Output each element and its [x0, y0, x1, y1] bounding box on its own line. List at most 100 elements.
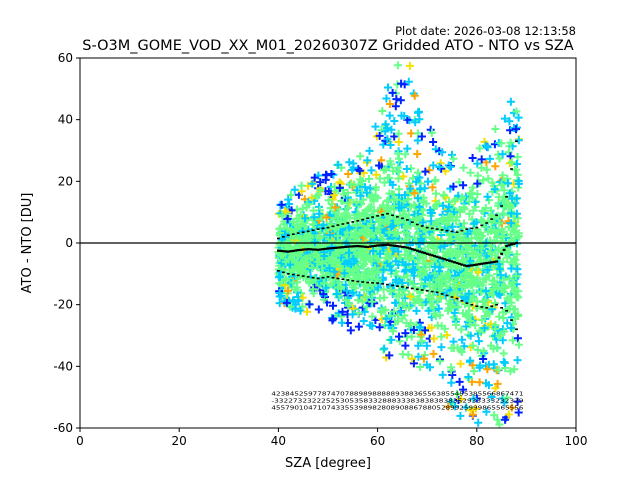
- scatter-point: [336, 262, 344, 271]
- scatter-point: [472, 303, 481, 312]
- scatter-point: [415, 203, 424, 211]
- scatter-point: [310, 173, 319, 182]
- scatter-point: [375, 131, 384, 140]
- scatter-point: [462, 243, 471, 252]
- scatter-point: [494, 365, 503, 374]
- scatter-point: [307, 193, 316, 202]
- scatter-point: [455, 377, 464, 386]
- scatter-point: [335, 249, 344, 258]
- scatter-point: [320, 252, 329, 260]
- scatter-point: [316, 178, 325, 187]
- scatter-point: [499, 209, 508, 218]
- scatter-point: [281, 257, 290, 266]
- series-upper-percentile: [277, 140, 518, 240]
- scatter-point: [354, 309, 363, 318]
- scatter-point: [498, 150, 507, 159]
- scatter-point: [514, 232, 523, 241]
- scatter-point: [418, 218, 427, 227]
- scatter-point: [275, 273, 284, 281]
- scatter-point: [511, 227, 519, 236]
- scatter-point: [392, 95, 401, 104]
- scatter-point: [290, 258, 299, 267]
- scatter-point: [290, 185, 299, 194]
- scatter-point: [448, 251, 456, 260]
- scatter-point: [284, 286, 292, 295]
- scatter-point: [473, 171, 482, 180]
- scatter-point: [491, 125, 500, 133]
- scatter-point: [339, 190, 348, 199]
- scatter-point: [385, 351, 394, 360]
- scatter-point: [508, 336, 517, 345]
- scatter-point: [438, 148, 447, 157]
- scatter-point: [389, 166, 397, 175]
- scatter-point: [514, 136, 523, 145]
- scatter-point: [421, 167, 430, 176]
- scatter-point: [415, 323, 424, 332]
- scatter-point: [383, 173, 392, 182]
- scatter-point: [338, 318, 346, 327]
- scatter-point: [499, 349, 508, 358]
- scatter-point: [508, 260, 517, 269]
- scatter-point: [489, 360, 498, 369]
- scatter-point: [315, 253, 323, 262]
- scatter-point: [322, 213, 331, 222]
- scatter-point: [496, 331, 505, 340]
- scatter-point: [434, 199, 443, 208]
- scatter-point: [496, 237, 505, 246]
- scatter-point: [445, 304, 454, 313]
- scatter-point: [476, 228, 485, 237]
- scatter-point: [319, 290, 328, 299]
- scatter-point: [403, 229, 412, 238]
- scatter-point: [436, 224, 445, 233]
- scatter-point: [481, 286, 490, 295]
- scatter-point: [444, 203, 453, 212]
- scatter-point: [427, 323, 436, 332]
- scatter-point: [319, 272, 328, 280]
- scatter-point: [430, 262, 439, 271]
- scatter-point: [479, 304, 488, 313]
- scatter-point: [353, 264, 362, 273]
- scatter-point: [463, 280, 471, 289]
- scatter-point: [510, 305, 519, 314]
- scatter-point: [375, 323, 384, 332]
- scatter-point: [401, 329, 410, 338]
- scatter-point: [425, 280, 434, 289]
- scatter-point: [495, 420, 504, 428]
- scatter-point: [367, 166, 376, 175]
- scatter-point: [449, 154, 458, 163]
- scatter-point: [489, 344, 498, 353]
- scatter-point: [502, 393, 511, 402]
- scatter-point: [406, 292, 415, 301]
- scatter-point: [410, 283, 419, 292]
- scatter-point: [412, 306, 421, 315]
- scatter-point: [349, 254, 358, 263]
- scatter-point: [349, 163, 358, 172]
- scatter-point: [427, 299, 436, 308]
- plot-date: Plot date: 2026-03-08 12:13:58: [395, 24, 576, 38]
- scatter-point: [375, 217, 384, 226]
- scatter-point: [464, 289, 473, 298]
- scatter-point: [490, 185, 499, 194]
- scatter-point: [511, 314, 520, 323]
- scatter-point: [389, 327, 397, 336]
- scatter-point: [411, 118, 420, 127]
- scatter-point: [512, 292, 521, 301]
- scatter-point: [352, 221, 361, 230]
- scatter-point: [337, 253, 346, 262]
- scatter-point: [322, 170, 330, 179]
- scatter-point: [468, 215, 477, 224]
- scatter-point: [425, 166, 434, 175]
- percentile-series: [277, 140, 518, 331]
- scatter-point: [491, 384, 500, 393]
- scatter-point: [436, 286, 445, 295]
- scatter-point: [470, 219, 479, 228]
- x-tick-label: 60: [370, 434, 385, 448]
- scatter-point: [391, 298, 400, 307]
- scatter-point: [511, 256, 520, 264]
- y-axis: -60 -40 -20 0 20 40 60: [53, 51, 80, 435]
- scatter-point: [291, 285, 300, 294]
- scatter-point: [365, 254, 374, 263]
- series-lower-percentile: [277, 269, 518, 331]
- scatter-point: [494, 260, 503, 269]
- scatter-point: [340, 260, 349, 268]
